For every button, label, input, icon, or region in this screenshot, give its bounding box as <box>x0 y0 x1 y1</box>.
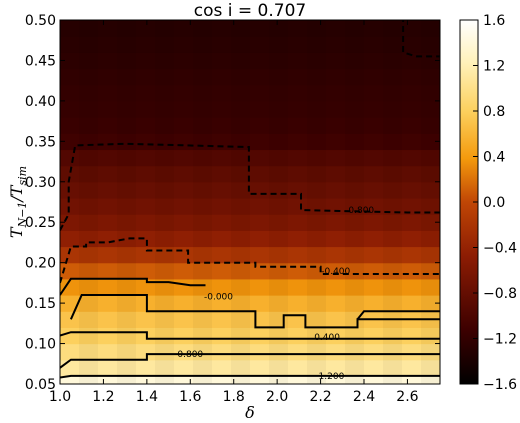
heatmap-column-shade <box>155 20 174 384</box>
heatmap-row <box>60 52 440 70</box>
colorbar-tick-label: −0.4 <box>483 241 517 257</box>
x-tick-label: 1.0 <box>49 389 71 405</box>
y-tick-label: 0.20 <box>25 256 56 272</box>
y-axis-label: TN−1/Tsim <box>7 166 29 238</box>
heatmap-column-shade <box>345 20 364 384</box>
contour-line <box>402 20 440 58</box>
heatmap-row <box>60 165 440 183</box>
colorbar-tick-label: −1.6 <box>483 377 517 393</box>
heatmap-row <box>60 84 440 102</box>
heatmap-row <box>60 20 440 37</box>
y-tick-label: 0.15 <box>25 296 56 312</box>
heatmap-column-shade <box>193 20 212 384</box>
x-tick-label: 1.2 <box>92 389 114 405</box>
y-label-sub2: sim <box>16 166 29 186</box>
colorbar-tick-label: 1.2 <box>483 59 505 75</box>
colorbar-tick-label: 0.0 <box>483 195 505 211</box>
svg-text:TN−1/Tsim: TN−1/Tsim <box>7 166 29 238</box>
contour-line <box>60 277 206 296</box>
y-tick-label: 0.30 <box>25 175 56 191</box>
y-label-main: T <box>7 226 26 238</box>
colorbar-tick-label: 0.8 <box>483 104 505 120</box>
contour-label: -0.000 <box>204 293 233 303</box>
heatmap-row <box>60 359 440 377</box>
contour-line <box>356 310 440 320</box>
heatmap-row <box>60 343 440 361</box>
heatmap-row <box>60 327 440 345</box>
heatmap-row <box>60 68 440 86</box>
heatmap-row <box>60 100 440 118</box>
heatmap-column-shade <box>269 20 288 384</box>
x-tick-label: 1.4 <box>136 389 158 405</box>
y-tick-label: 0.10 <box>25 337 56 353</box>
y-label-sub1: N−1 <box>16 202 29 229</box>
x-axis-label: δ <box>245 403 255 422</box>
heatmap-cells <box>60 20 440 384</box>
heatmap-column-shade <box>307 20 326 384</box>
y-tick-label: 0.25 <box>25 215 56 231</box>
x-tick-label: 2.2 <box>309 389 331 405</box>
chart-title: cos i = 0.707 <box>194 1 306 21</box>
heatmap-column-shade <box>117 20 136 384</box>
colorbar-tick-label: −0.8 <box>483 286 517 302</box>
colorbar-tick-label: 0.4 <box>483 150 505 166</box>
contour-label: 0.800 <box>177 350 203 360</box>
heatmap-row <box>60 311 440 328</box>
heatmap-column-shade <box>79 20 98 384</box>
colorbar-ticks: 1.6 1.2 0.8 0.4 0.0 −0.4 −0.8 −1.2 −1.6 <box>473 13 517 393</box>
heatmap-column-shade <box>383 20 402 384</box>
heatmap-row <box>60 246 440 264</box>
contour-line <box>60 237 440 284</box>
x-tick-label: 1.8 <box>223 389 245 405</box>
heatmap-row <box>60 181 440 199</box>
colorbar-tick-label: 1.6 <box>483 13 505 29</box>
contour-label: 1.200 <box>319 372 345 382</box>
contour-label: -0.400 <box>321 267 350 277</box>
plot-frame <box>59 19 441 385</box>
heatmap-row <box>60 262 440 280</box>
y-tick-label: 0.35 <box>25 134 56 150</box>
x-tick-label: 1.6 <box>179 389 201 405</box>
y-tick-label: 0.05 <box>25 377 56 393</box>
heatmap-row <box>60 375 440 384</box>
heatmap-column-shade <box>421 20 440 384</box>
heatmap-row <box>60 117 440 134</box>
heatmap-row <box>60 149 440 167</box>
y-tick-label: 0.40 <box>25 94 56 110</box>
heatmap-row <box>60 36 440 53</box>
contour-lines: 1.200 0.800 0.400 -0.000 -0.400 -0.800 <box>60 20 440 382</box>
x-tick-label: 2.4 <box>353 389 375 405</box>
y-label-mid: /T <box>7 184 26 203</box>
contour-line <box>60 331 440 340</box>
heatmap-row <box>60 230 440 248</box>
x-axis-ticks: 1.0 1.2 1.4 1.6 1.8 2.0 2.2 2.4 2.6 <box>49 20 419 405</box>
x-tick-label: 2.0 <box>266 389 288 405</box>
heatmap-column-shade <box>231 20 250 384</box>
contour-line <box>60 374 440 379</box>
colorbar-tick-label: −1.2 <box>483 332 517 348</box>
y-axis-ticks: 0.05 0.10 0.15 0.20 0.25 0.30 0.35 0.40 0.45 0.50 <box>25 13 440 393</box>
heatmap-row <box>60 214 440 231</box>
contour-line <box>69 294 440 329</box>
contour-line <box>60 142 440 231</box>
contour-line <box>60 353 440 369</box>
heatmap-row <box>60 133 440 151</box>
x-tick-label: 2.6 <box>396 389 418 405</box>
y-tick-label: 0.45 <box>25 53 56 69</box>
contour-label: -0.800 <box>345 206 374 216</box>
contour-label: 0.400 <box>314 333 340 343</box>
y-tick-label: 0.50 <box>25 13 56 29</box>
heatmap-row <box>60 295 440 312</box>
